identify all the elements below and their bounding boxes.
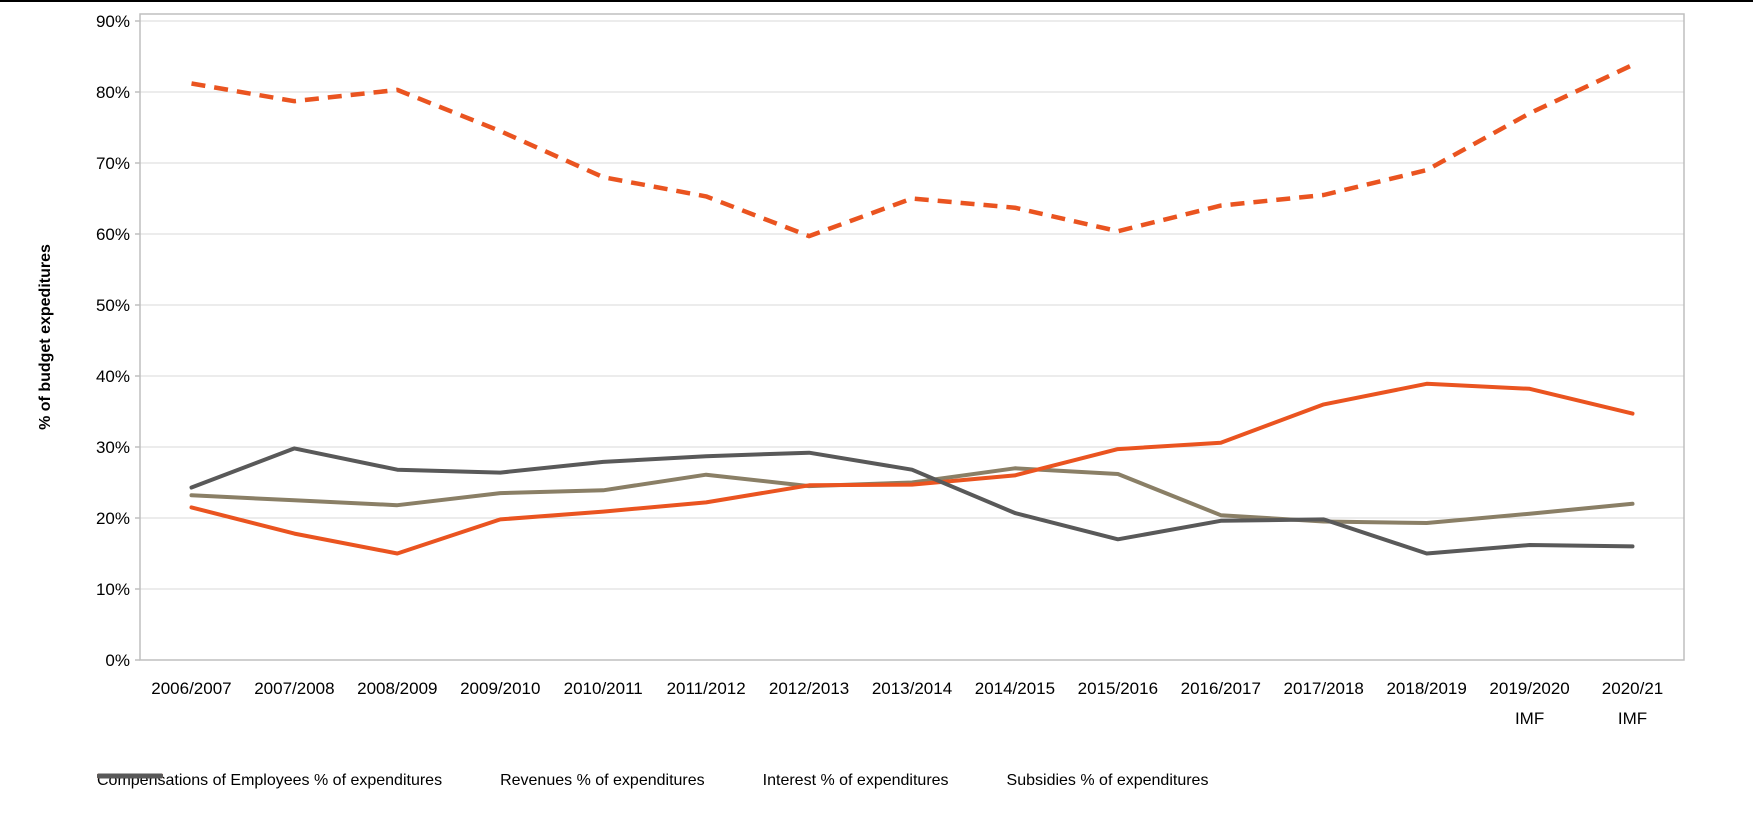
x-tick-label: 2008/2009 [357, 679, 437, 698]
y-tick-label: 0% [105, 651, 130, 670]
x-tick-label: 2013/2014 [872, 679, 952, 698]
legend-label: Revenues % of expenditures [500, 772, 705, 789]
y-tick-label: 90% [96, 12, 130, 31]
y-tick-label: 50% [96, 296, 130, 315]
y-tick-label: 70% [96, 154, 130, 173]
x-tick-label: 2010/2011 [564, 679, 643, 698]
legend-label: Subsidies % of expenditures [1006, 772, 1209, 789]
x-tick-label: 2018/2019 [1386, 679, 1466, 698]
x-tick-label: 2011/2012 [667, 679, 746, 698]
x-tick-label: 2014/2015 [975, 679, 1055, 698]
x-tick-label: 2009/2010 [460, 679, 540, 698]
legend-line-swatch [97, 773, 163, 779]
x-tick-label: 2015/2016 [1078, 679, 1158, 698]
x-tick-sublabel: IMF [1618, 709, 1647, 728]
legend-label: Interest % of expenditures [762, 772, 949, 789]
y-tick-label: 60% [96, 225, 130, 244]
x-tick-label: 2016/2017 [1181, 679, 1261, 698]
x-tick-label: 2020/21 [1602, 679, 1663, 698]
series-line-3 [189, 446, 1635, 556]
chart-legend: Compensations of Employees % of expendit… [97, 772, 1657, 790]
x-tick-label: 2006/2007 [151, 679, 231, 698]
legend-item-2: Interest % of expenditures [97, 772, 949, 790]
series-line-2 [189, 381, 1635, 556]
x-tick-label: 2017/2018 [1284, 679, 1364, 698]
series-line-1 [191, 62, 1634, 239]
legend-label: Compensations of Employees % of expendit… [97, 772, 443, 789]
y-tick-label: 10% [96, 580, 130, 599]
legend-item-1: Revenues % of expenditures [99, 772, 705, 790]
x-tick-label: 2012/2013 [769, 679, 849, 698]
x-tick-label: 2007/2008 [254, 679, 334, 698]
plot-area-border [139, 13, 1685, 661]
legend-item-3: Subsidies % of expenditures [97, 772, 1209, 790]
series-line-0 [189, 466, 1635, 525]
line-chart-svg: 0% 10% 20% 30% 40% 50% 60% 70% 80% 90% 2006/2007 20… [96, 12, 1685, 728]
y-tick-label: 20% [96, 509, 130, 528]
y-tick-label: 40% [96, 367, 130, 386]
x-tick-label: 2019/2020 [1489, 679, 1569, 698]
top-border-line [0, 0, 1753, 2]
y-tick-label: 80% [96, 83, 130, 102]
y-tick-label: 30% [96, 438, 130, 457]
y-axis-title: % of budget expeditures [37, 244, 54, 430]
x-tick-sublabel: IMF [1515, 709, 1544, 728]
